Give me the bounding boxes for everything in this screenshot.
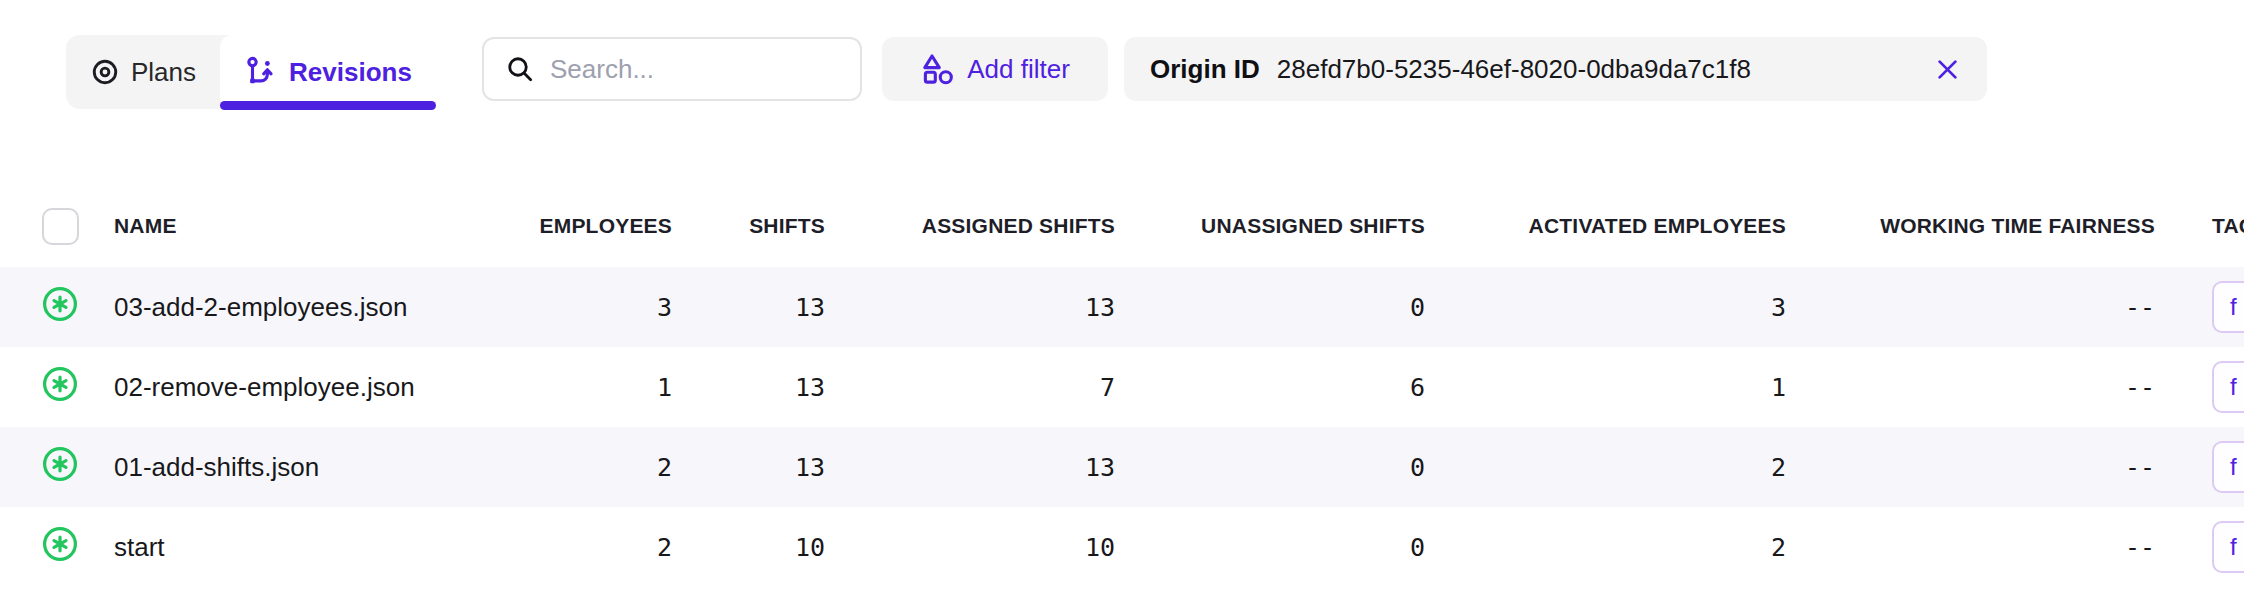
- filter-chip-value: 28efd7b0-5235-46ef-8020-0dba9da7c1f8: [1277, 54, 1751, 85]
- add-filter-label: Add filter: [967, 54, 1070, 85]
- tag-chip[interactable]: f: [2212, 521, 2244, 573]
- cell-activated-employees: 2: [1425, 453, 1786, 482]
- select-all-cell: [0, 208, 100, 245]
- cell-employees: 3: [520, 293, 672, 322]
- revision-name: 02-remove-employee.json: [100, 372, 520, 403]
- col-name: NAME: [100, 214, 520, 238]
- cell-working-time-fairness: --: [1786, 453, 2155, 482]
- cell-working-time-fairness: --: [1786, 533, 2155, 562]
- cell-unassigned-shifts: 0: [1115, 453, 1425, 482]
- revisions-table: NAME EMPLOYEES SHIFTS ASSIGNED SHIFTS UN…: [0, 185, 2244, 587]
- col-shifts: SHIFTS: [672, 214, 825, 238]
- add-filter-button[interactable]: Add filter: [882, 37, 1108, 101]
- cell-tags: f: [2155, 361, 2244, 413]
- asterisk-circle-icon: [41, 365, 79, 403]
- git-branch-icon: [244, 55, 278, 89]
- cell-unassigned-shifts: 0: [1115, 293, 1425, 322]
- table-row[interactable]: 01-add-shifts.json 2 13 13 0 2 -- f: [0, 427, 2244, 507]
- cell-activated-employees: 1: [1425, 373, 1786, 402]
- cell-employees: 1: [520, 373, 672, 402]
- table-row[interactable]: 02-remove-employee.json 1 13 7 6 1 -- f: [0, 347, 2244, 427]
- select-all-checkbox[interactable]: [42, 208, 79, 245]
- table-header-row: NAME EMPLOYEES SHIFTS ASSIGNED SHIFTS UN…: [0, 185, 2244, 267]
- cell-assigned-shifts: 13: [825, 453, 1115, 482]
- cell-unassigned-shifts: 0: [1115, 533, 1425, 562]
- cell-tags: f: [2155, 441, 2244, 493]
- table-row[interactable]: start 2 10 10 0 2 -- f: [0, 507, 2244, 587]
- revision-name: 03-add-2-employees.json: [100, 292, 520, 323]
- tab-label: Plans: [131, 57, 196, 88]
- cell-assigned-shifts: 13: [825, 293, 1115, 322]
- filter-chip-origin-id: Origin ID 28efd7b0-5235-46ef-8020-0dba9d…: [1124, 37, 1987, 101]
- search-input[interactable]: [550, 54, 842, 85]
- revision-name: start: [100, 532, 520, 563]
- asterisk-circle-icon: [41, 285, 79, 323]
- shapes-icon: [920, 52, 954, 86]
- status-cell: [0, 445, 100, 490]
- revision-name: 01-add-shifts.json: [100, 452, 520, 483]
- cell-shifts: 10: [672, 533, 825, 562]
- tag-chip[interactable]: f: [2212, 441, 2244, 493]
- remove-filter-icon[interactable]: [1934, 56, 1961, 83]
- col-employees: EMPLOYEES: [520, 214, 672, 238]
- cell-tags: f: [2155, 281, 2244, 333]
- status-cell: [0, 365, 100, 410]
- cell-shifts: 13: [672, 373, 825, 402]
- target-icon: [90, 57, 120, 87]
- cell-employees: 2: [520, 533, 672, 562]
- status-cell: [0, 285, 100, 330]
- active-tab-underline: [220, 101, 436, 110]
- cell-tags: f: [2155, 521, 2244, 573]
- view-tabs: Plans Revisions: [66, 35, 436, 109]
- cell-shifts: 13: [672, 453, 825, 482]
- cell-shifts: 13: [672, 293, 825, 322]
- tab-revisions[interactable]: Revisions: [220, 35, 436, 109]
- asterisk-circle-icon: [41, 445, 79, 483]
- asterisk-circle-icon: [41, 525, 79, 563]
- cell-employees: 2: [520, 453, 672, 482]
- cell-assigned-shifts: 7: [825, 373, 1115, 402]
- col-working-time-fairness: WORKING TIME FAIRNESS: [1786, 214, 2155, 238]
- filter-chip-label: Origin ID: [1150, 54, 1260, 85]
- cell-activated-employees: 2: [1425, 533, 1786, 562]
- search-box: [482, 37, 862, 101]
- cell-assigned-shifts: 10: [825, 533, 1115, 562]
- tag-chip[interactable]: f: [2212, 361, 2244, 413]
- tab-label: Revisions: [289, 57, 412, 88]
- cell-working-time-fairness: --: [1786, 293, 2155, 322]
- cell-unassigned-shifts: 6: [1115, 373, 1425, 402]
- col-activated-employees: ACTIVATED EMPLOYEES: [1425, 214, 1786, 238]
- tab-plans[interactable]: Plans: [66, 35, 220, 109]
- revisions-page: Plans Revisions: [0, 0, 2244, 614]
- col-tags: TAGS: [2155, 214, 2244, 238]
- cell-working-time-fairness: --: [1786, 373, 2155, 402]
- col-unassigned-shifts: UNASSIGNED SHIFTS: [1115, 214, 1425, 238]
- search-icon: [504, 53, 536, 85]
- table-row[interactable]: 03-add-2-employees.json 3 13 13 0 3 -- f: [0, 267, 2244, 347]
- tag-chip[interactable]: f: [2212, 281, 2244, 333]
- col-assigned-shifts: ASSIGNED SHIFTS: [825, 214, 1115, 238]
- status-cell: [0, 525, 100, 570]
- cell-activated-employees: 3: [1425, 293, 1786, 322]
